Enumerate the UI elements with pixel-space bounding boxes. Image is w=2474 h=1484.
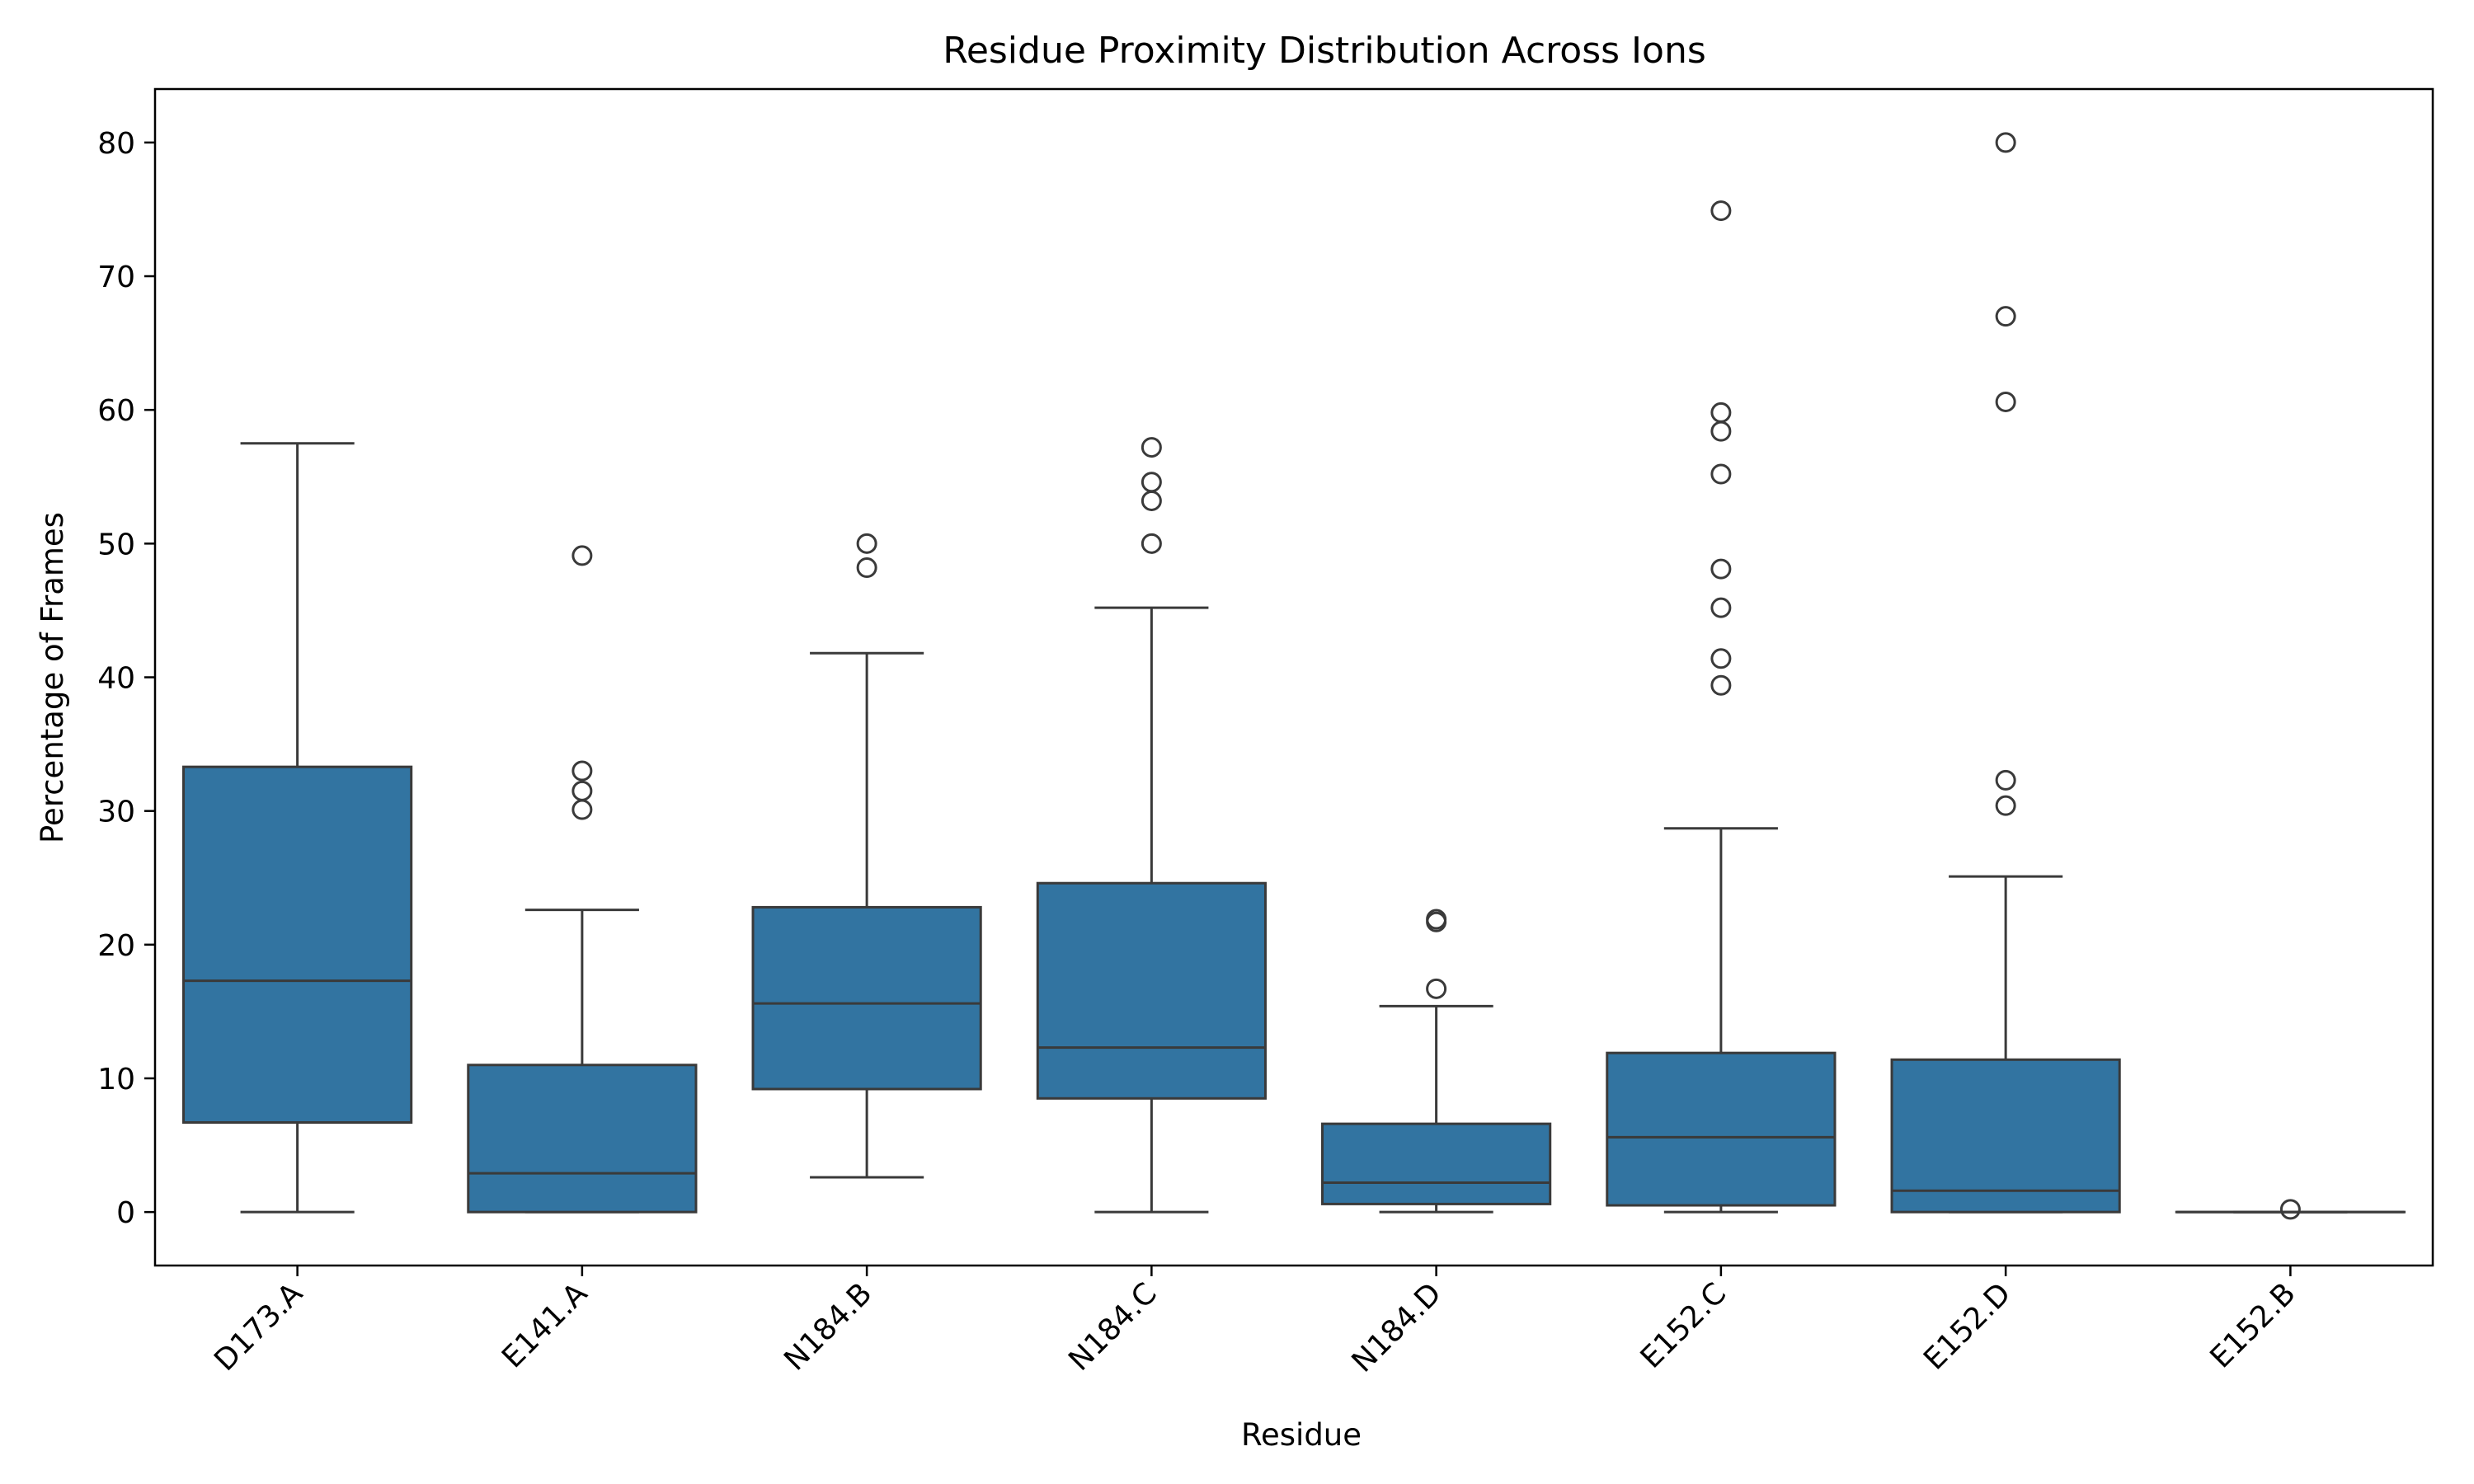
x-tick-label: D173.A: [208, 1276, 309, 1378]
y-tick-label: 0: [116, 1196, 135, 1230]
y-tick-label: 80: [97, 127, 135, 161]
y-axis-label: Percentage of Frames: [35, 512, 70, 843]
box-iqr: [1890, 1058, 2121, 1214]
y-tick-label: 60: [97, 394, 135, 428]
y-tick-label: 50: [97, 528, 135, 561]
x-tick-label: E152.C: [1634, 1276, 1733, 1375]
outlier-point: [571, 545, 593, 566]
outlier-point: [1710, 463, 1732, 485]
outlier-point: [856, 557, 877, 579]
outlier-point: [571, 780, 593, 801]
box-iqr: [467, 1064, 698, 1214]
outlier-point: [571, 760, 593, 782]
x-tick-label: E152.D: [1917, 1276, 2017, 1376]
box-group-4: [1321, 909, 1552, 1214]
x-tick-label: N184.C: [1062, 1276, 1163, 1377]
box-iqr: [1606, 1051, 1837, 1207]
y-tick-label: 10: [97, 1063, 135, 1097]
box-group-0: [182, 442, 413, 1214]
outlier-point: [1710, 648, 1732, 669]
box-group-7: [2175, 1199, 2406, 1220]
outlier-point: [1995, 132, 2016, 153]
box-iqr: [1321, 1122, 1552, 1205]
chart-title: Residue Proximity Distribution Across Io…: [943, 30, 1706, 72]
box-group-2: [751, 533, 982, 1179]
y-tick-label: 20: [97, 929, 135, 963]
box-iqr: [1036, 881, 1267, 1100]
box-group-6: [1890, 132, 2121, 1214]
outlier-point: [1426, 978, 1447, 999]
x-tick-label: E152.B: [2204, 1276, 2302, 1374]
x-tick-label: N184.B: [778, 1276, 878, 1377]
outlier-point: [1995, 306, 2016, 327]
box-iqr: [182, 765, 413, 1124]
x-axis-label: Residue: [1241, 1417, 1362, 1453]
outlier-point: [856, 533, 877, 554]
y-tick-label: 70: [97, 261, 135, 294]
x-tick-label: E141.A: [496, 1276, 594, 1374]
outlier-point: [1141, 472, 1162, 493]
outlier-point: [1426, 909, 1447, 930]
outlier-point: [1141, 490, 1162, 511]
plot-area: 0 10 20 30 40 50 60 70 80 D173.A E141.A N184.B N184.…: [97, 87, 2434, 1379]
outlier-point: [1710, 420, 1732, 442]
outlier-point: [1710, 597, 1732, 618]
box-group-1: [467, 545, 698, 1214]
outlier-point: [1995, 391, 2016, 412]
box-iqr: [751, 905, 982, 1091]
y-tick-label: 30: [97, 796, 135, 829]
outlier-point: [1710, 674, 1732, 696]
box-group-3: [1036, 437, 1267, 1214]
outlier-point: [1995, 769, 2016, 791]
outlier-point: [1141, 437, 1162, 458]
box-group-5: [1606, 200, 1837, 1214]
x-tick-label: N184.D: [1346, 1276, 1448, 1378]
outlier-point: [571, 799, 593, 820]
outlier-point: [2279, 1199, 2301, 1220]
outlier-point: [1141, 533, 1162, 554]
outlier-point: [1995, 795, 2016, 816]
outlier-point: [1710, 200, 1732, 222]
outlier-point: [1710, 402, 1732, 423]
y-tick-label: 40: [97, 662, 135, 696]
outlier-point: [1710, 558, 1732, 580]
